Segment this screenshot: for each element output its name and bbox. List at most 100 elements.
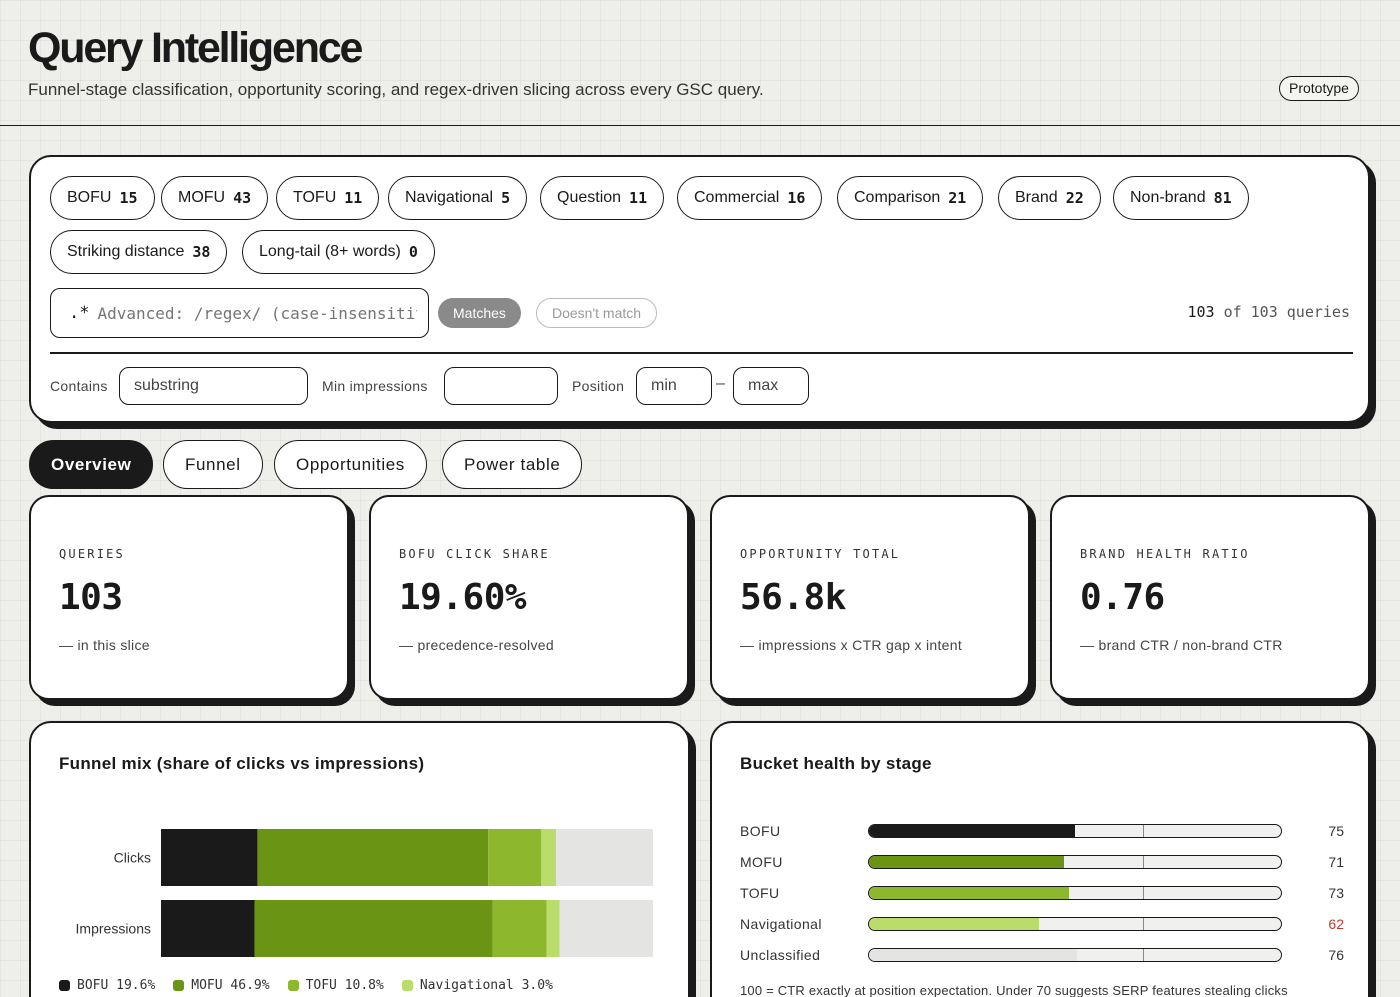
chip-count: 21 [948,189,967,207]
doesnt-match-toggle[interactable]: Doesn't match [536,298,658,328]
chip-mofu[interactable]: MOFU 43 [161,176,269,220]
chip-count: 0 [408,243,418,261]
chip-tofu[interactable]: TOFU 11 [276,176,380,220]
chip-brand[interactable]: Brand 22 [998,176,1101,220]
tab-overview[interactable]: Overview [29,440,154,489]
tab-power-table[interactable]: Power table [442,440,583,489]
bucket-bar-track [868,824,1282,838]
funnel-bar-segment-mofu[interactable] [254,900,493,957]
tab-opportunities[interactable]: Opportunities [274,440,427,489]
kpi-card-opportunity-total: OPPORTUNITY TOTAL 56.8k — impressions x … [710,495,1030,700]
kpi-note: — brand CTR / non-brand CTR [1080,637,1283,653]
funnel-mix-title: Funnel mix (share of clicks vs impressio… [59,754,425,773]
chip-count: 81 [1213,189,1232,207]
position-min-input[interactable] [636,367,712,405]
bucket-bar-track [868,948,1282,962]
legend-text: Navigational 3.0% [419,978,553,993]
chip-count: 11 [629,189,648,207]
legend-text: MOFU 46.9% [191,978,270,993]
funnel-bar-segment-navigational[interactable] [541,829,557,886]
chip-comparison[interactable]: Comparison 21 [837,176,984,220]
funnel-bar-segment-tofu[interactable] [488,829,542,886]
chip-count: 16 [787,189,806,207]
funnel-mix-chart: Clicks Impressions [76,829,653,957]
bucket-health-card: Bucket health by stage BOFU 75 MOFU 71 TOFU 7… [710,721,1370,997]
min-impressions-label: Min impressions [322,378,428,394]
filter-divider [50,352,1353,354]
kpi-card-bofu-click-share: BOFU CLICK SHARE 19.60% — precedence-res… [369,495,689,700]
kpi-label: OPPORTUNITY TOTAL [740,547,901,561]
legend-item-tofu: TOFU 10.8% [287,978,384,993]
regex-input[interactable] [97,303,418,323]
bucket-reference-mark [1143,887,1144,899]
bucket-bar-fill [869,949,1078,961]
chip-label: Brand [1015,189,1058,206]
bucket-bar-track [868,855,1282,869]
chip-commercial[interactable]: Commercial 16 [677,176,823,220]
legend-item-navigational: Navigational 3.0% [401,978,553,993]
query-count: 103 of 103 queries [1187,303,1350,321]
bucket-bar-track [868,917,1282,931]
bucket-value: 71 [1328,854,1344,870]
kpi-note: — impressions x CTR gap x intent [740,637,963,653]
chip-question[interactable]: Question 11 [540,176,665,220]
legend-text: TOFU 10.8% [305,978,384,993]
position-label: Position [572,378,625,394]
bucket-bar-fill [869,825,1075,837]
chip-count: 38 [192,243,211,261]
prototype-badge: Prototype [1279,76,1359,101]
funnel-category-label: Clicks [114,850,151,866]
position-dash: – [716,375,725,392]
legend-swatch [401,980,413,991]
funnel-bar-segment-mofu[interactable] [257,829,489,886]
chip-non-brand[interactable]: Non-brand 81 [1113,176,1249,220]
bucket-label: TOFU [740,885,780,901]
bucket-bar-fill [869,856,1064,868]
kpi-card-queries: QUERIES 103 — in this slice [29,495,349,700]
legend-swatch [287,980,299,991]
query-count-of: of 103 queries [1223,303,1350,321]
funnel-bar-segment-tofu[interactable] [492,900,547,957]
position-max-input[interactable] [733,367,809,405]
funnel-bar-segment-other[interactable] [556,829,653,886]
legend-item-bofu: BOFU 19.6% [59,978,155,993]
legend-text: BOFU 19.6% [77,978,156,993]
page-title: Query Intelligence [28,24,363,72]
funnel-bar-segment-navigational[interactable] [546,900,560,957]
funnel-mix-legend: BOFU 19.6% MOFU 46.9% TOFU 10.8% Navigation… [59,978,553,993]
chip-count: 43 [233,189,252,207]
chip-label: Long-tail (8+ words) [259,243,401,260]
chip-navigational[interactable]: Navigational 5 [388,176,528,220]
kpi-card-brand-health-ratio: BRAND HEALTH RATIO 0.76 — brand CTR / no… [1050,495,1370,700]
chip-label: Non-brand [1130,189,1206,206]
chip-label: Question [557,189,622,206]
funnel-bar-segment-other[interactable] [559,900,653,957]
kpi-label: BRAND HEALTH RATIO [1080,547,1250,561]
regex-field[interactable]: .* [50,288,429,338]
kpi-value: 103 [59,577,123,618]
chip-label: Navigational [405,189,494,206]
tab-funnel[interactable]: Funnel [163,440,263,489]
funnel-mix-card: Funnel mix (share of clicks vs impressio… [29,721,690,997]
bucket-bar-fill [869,918,1039,930]
chip-count: 22 [1065,189,1084,207]
chip-bofu[interactable]: BOFU 15 [50,176,155,220]
min-impressions-input[interactable] [444,367,558,405]
kpi-value: 0.76 [1080,577,1165,618]
bucket-bar-fill [869,887,1070,899]
matches-toggle[interactable]: Matches [438,298,521,328]
chip-label: Comparison [854,189,941,206]
chip-striking-distance[interactable]: Striking distance 38 [50,230,228,274]
chip-label: Commercial [694,189,780,206]
legend-swatch [173,980,185,991]
funnel-bar-segment-bofu[interactable] [161,900,255,957]
chip-long-tail[interactable]: Long-tail (8+ words) 0 [242,230,435,274]
page-header: Query Intelligence Funnel-stage classifi… [0,0,1400,126]
bucket-label: Navigational [740,916,822,932]
kpi-value: 56.8k [740,577,846,618]
bucket-label: BOFU [740,823,781,839]
contains-input[interactable] [119,367,308,405]
funnel-bar-segment-bofu[interactable] [161,829,258,886]
page-subtitle: Funnel-stage classification, opportunity… [28,80,764,99]
bucket-value: 73 [1328,885,1344,901]
